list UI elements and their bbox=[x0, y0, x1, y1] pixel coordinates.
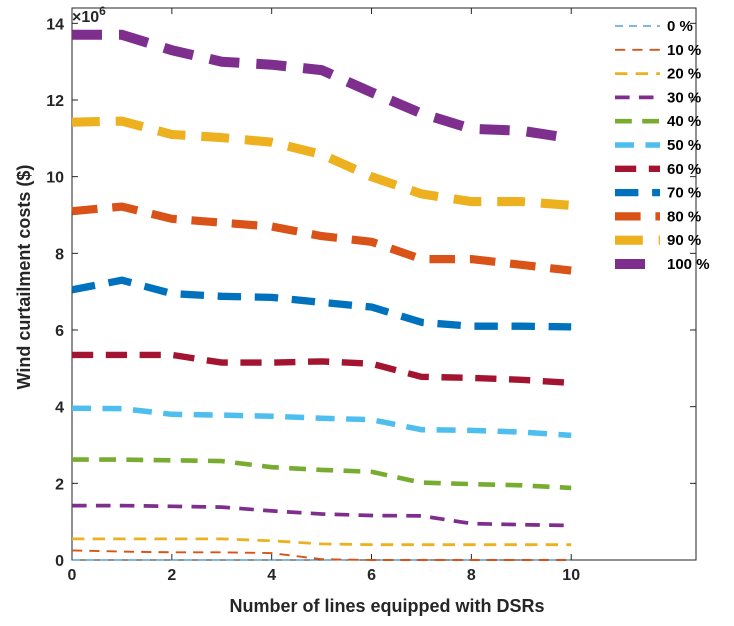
legend-label: 30 % bbox=[667, 89, 701, 106]
legend-label: 80 % bbox=[667, 208, 701, 225]
series-line-20-percent bbox=[72, 537, 572, 547]
y-tick-label: 0 bbox=[55, 553, 64, 570]
legend-label: 20 % bbox=[667, 66, 701, 83]
legend-label: 50 % bbox=[667, 137, 701, 154]
legend-label: 90 % bbox=[667, 232, 701, 249]
series-lines bbox=[71, 29, 572, 561]
legend-label: 70 % bbox=[667, 185, 701, 202]
series-line-70-percent bbox=[71, 276, 572, 331]
y-tick-label: 6 bbox=[55, 323, 64, 340]
plot-frame bbox=[71, 7, 697, 561]
legend-label: 40 % bbox=[667, 113, 701, 130]
y-tick-label: 14 bbox=[46, 16, 64, 33]
x-tick-label: 10 bbox=[562, 567, 580, 584]
series-line-50-percent bbox=[71, 405, 572, 439]
y-axis-multiplier-exponent: 6 bbox=[99, 4, 106, 18]
y-tick-label: 12 bbox=[46, 93, 64, 110]
x-axis-label: Number of lines equipped with DSRs bbox=[229, 596, 544, 616]
legend-label: 10 % bbox=[667, 42, 701, 59]
legend-label: 0 % bbox=[667, 18, 693, 35]
series-line-30-percent bbox=[72, 503, 572, 528]
x-tick-label: 6 bbox=[367, 567, 376, 584]
y-axis-label: Wind curtailment costs ($) bbox=[14, 165, 34, 390]
x-tick-label: 4 bbox=[267, 567, 276, 584]
legend: 0 % 10 % 20 % 30 % 40 % 50 % 60 % 70 % 80 % 90 % 1… bbox=[615, 18, 710, 273]
x-tick-label: 8 bbox=[467, 567, 476, 584]
x-tick-label: 0 bbox=[68, 567, 77, 584]
y-tick-label: 8 bbox=[55, 246, 64, 263]
series-line-10-percent bbox=[71, 549, 572, 561]
series-line-80-percent bbox=[71, 202, 572, 275]
y-tick-label: 2 bbox=[55, 476, 64, 493]
legend-label: 60 % bbox=[667, 161, 701, 178]
y-axis-multiplier-base: ×10 bbox=[72, 9, 99, 26]
y-tick-label: 4 bbox=[55, 400, 64, 417]
series-line-60-percent bbox=[72, 351, 572, 387]
legend-label: 100 % bbox=[667, 256, 710, 273]
y-axis-multiplier: ×106 bbox=[72, 4, 106, 26]
series-line-40-percent bbox=[72, 457, 572, 491]
x-tick-label: 2 bbox=[167, 567, 176, 584]
series-line-100-percent bbox=[72, 29, 572, 144]
y-tick-label: 10 bbox=[46, 170, 64, 187]
